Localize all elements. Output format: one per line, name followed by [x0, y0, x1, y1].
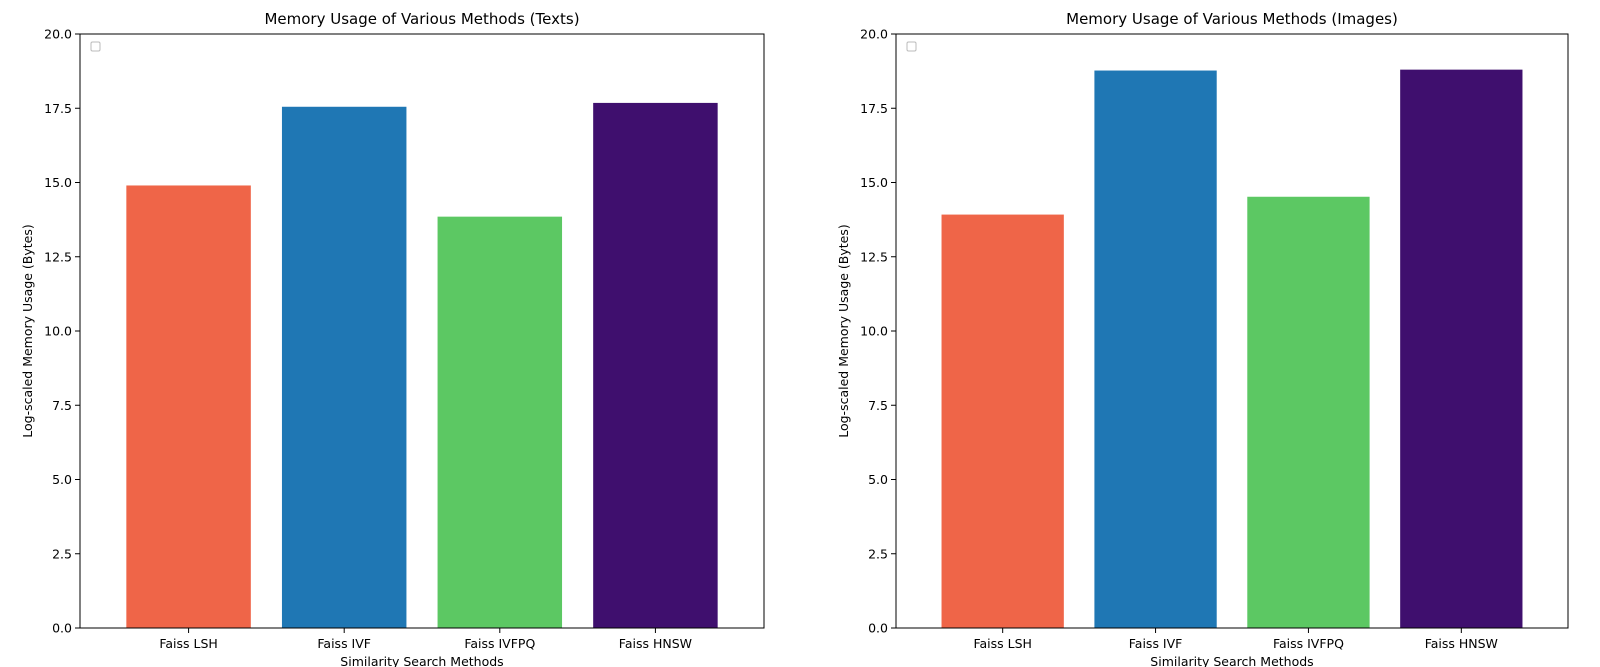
y-tick-label: 12.5 [860, 249, 888, 264]
chart-title: Memory Usage of Various Methods (Texts) [264, 10, 579, 28]
bar-faiss-ivfpq [437, 216, 563, 628]
legend-box [906, 41, 917, 52]
y-tick-label: 7.5 [868, 398, 888, 413]
chart-title: Memory Usage of Various Methods (Images) [1066, 10, 1398, 28]
y-tick-label: 5.0 [868, 472, 888, 487]
x-tick-label: Faiss HNSW [619, 636, 692, 651]
x-tick-label: Faiss LSH [973, 636, 1031, 651]
y-tick-label: 15.0 [860, 175, 888, 190]
y-tick-label: 2.5 [868, 546, 888, 561]
y-tick-label: 17.5 [44, 101, 72, 116]
y-tick-label: 7.5 [52, 398, 72, 413]
y-tick-label: 5.0 [52, 472, 72, 487]
y-tick-label: 20.0 [44, 27, 72, 42]
x-tick-label: Faiss LSH [159, 636, 217, 651]
bar-faiss-lsh [126, 185, 251, 628]
bar-faiss-ivf [1094, 70, 1217, 628]
y-tick-label: 10.0 [860, 324, 888, 339]
x-axis-label: Similarity Search Methods [340, 654, 503, 667]
y-axis-label: Log-scaled Memory Usage (Bytes) [836, 224, 851, 438]
x-tick-label: Faiss IVFPQ [464, 636, 535, 651]
chart-panel-1: 0.0 2.5 5.0 7.5 10.0 12.5 15.0 17.5 20.0 Faiss LS… [20, 10, 765, 667]
x-tick-label: Faiss IVFPQ [1273, 636, 1344, 651]
chart-panel-2: 0.0 2.5 5.0 7.5 10.0 12.5 15.0 17.5 20.0 Faiss LS… [836, 10, 1569, 667]
y-tick-label: 15.0 [44, 175, 72, 190]
bar-faiss-ivf [281, 106, 407, 628]
y-axis-label: Log-scaled Memory Usage (Bytes) [20, 224, 35, 438]
bar-faiss-hnsw [1400, 69, 1523, 628]
bar-faiss-ivfpq [1247, 196, 1370, 629]
y-tick-label: 0.0 [52, 621, 72, 636]
x-axis-label: Similarity Search Methods [1150, 654, 1313, 667]
bar-faiss-hnsw [593, 102, 718, 629]
x-tick-label: Faiss IVF [317, 636, 371, 651]
y-tick-label: 12.5 [44, 249, 72, 264]
legend-box [90, 41, 101, 52]
x-tick-label: Faiss HNSW [1425, 636, 1498, 651]
y-tick-label: 0.0 [868, 621, 888, 636]
y-tick-label: 2.5 [52, 546, 72, 561]
x-tick-label: Faiss IVF [1129, 636, 1183, 651]
y-tick-label: 17.5 [860, 101, 888, 116]
y-tick-label: 20.0 [860, 27, 888, 42]
bar-faiss-lsh [941, 214, 1064, 629]
y-tick-label: 10.0 [44, 324, 72, 339]
